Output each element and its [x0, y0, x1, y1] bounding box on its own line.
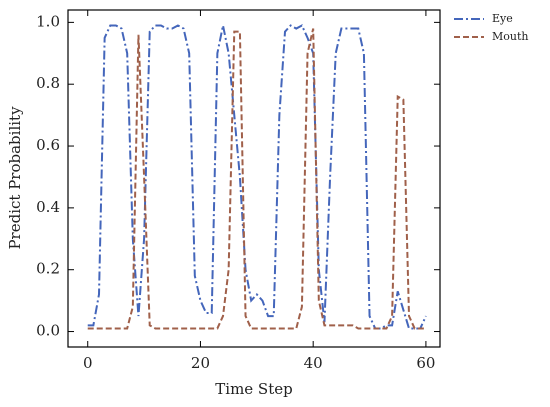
legend-label: Eye: [492, 12, 513, 25]
y-axis-label: Predict Probability: [6, 106, 24, 250]
plot-frame: [67, 9, 441, 348]
line-series: [87, 28, 426, 330]
y-tick-label: 0.0: [36, 322, 60, 340]
x-tick-label: 0: [83, 354, 93, 372]
y-tick-label: 1.0: [36, 12, 60, 30]
y-tick-label: 0.8: [36, 74, 60, 92]
x-axis-label: Time Step: [215, 380, 292, 398]
y-tick-label: 0.6: [36, 136, 60, 154]
line-series: [87, 24, 427, 330]
x-tick-label: 40: [304, 354, 323, 372]
legend-label: Mouth: [492, 30, 528, 43]
y-tick-label: 0.2: [36, 260, 60, 278]
y-tick-label: 0.4: [36, 198, 60, 216]
x-tick-label: 60: [416, 354, 435, 372]
x-tick-label: 20: [191, 354, 210, 372]
